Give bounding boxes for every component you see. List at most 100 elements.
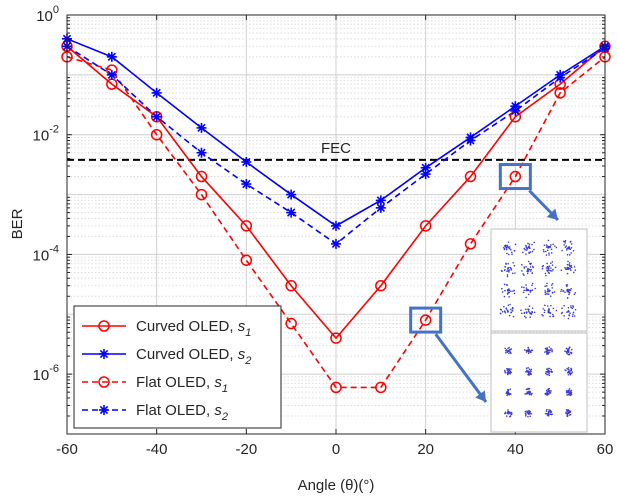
- constellation-dot: [527, 267, 529, 270]
- constellation-dot: [545, 254, 548, 256]
- constellation-dot: [510, 311, 513, 314]
- constellation-dot: [504, 269, 506, 271]
- constellation-dot: [546, 412, 549, 415]
- constellation-dot: [548, 370, 550, 373]
- constellation-dot: [571, 315, 574, 318]
- star-stroke: [287, 208, 296, 217]
- constellation-dot: [566, 284, 569, 286]
- constellation-dot: [527, 242, 529, 245]
- constellation-dot: [530, 368, 533, 371]
- constellation-dot: [503, 310, 506, 313]
- constellation-dot: [505, 349, 508, 351]
- constellation-dot: [568, 391, 570, 393]
- constellation-dot: [530, 313, 533, 315]
- star-stroke: [99, 405, 109, 415]
- star-stroke: [99, 349, 109, 359]
- constellation-dot: [546, 270, 549, 272]
- constellation-dot: [551, 350, 553, 353]
- star-stroke: [556, 73, 565, 82]
- constellation-dot: [545, 368, 548, 371]
- constellation-dot: [507, 368, 509, 370]
- constellation-dot: [550, 267, 552, 269]
- constellation-dot: [522, 273, 524, 275]
- circle-marker: [240, 220, 253, 232]
- constellation-dot: [544, 372, 547, 375]
- constellation-dot: [549, 413, 552, 416]
- constellation-dot: [568, 347, 570, 349]
- star-marker: [151, 87, 162, 98]
- star-marker: [555, 72, 566, 83]
- y-tick-label: 10-2: [33, 124, 59, 145]
- constellation-dot: [509, 388, 512, 390]
- constellation-dot: [569, 351, 572, 354]
- constellation-dot: [545, 393, 547, 396]
- constellation-dot: [548, 372, 550, 375]
- constellation-dot: [565, 284, 568, 286]
- constellation-dot: [551, 287, 553, 289]
- circle-marker: [195, 170, 208, 183]
- constellation-dot: [523, 286, 525, 289]
- constellation-dot: [547, 269, 550, 271]
- constellation-dot: [551, 270, 553, 272]
- constellation-dot: [573, 293, 576, 296]
- constellation-dot: [506, 275, 509, 278]
- constellation-dot: [567, 260, 569, 263]
- constellation-dot: [564, 350, 566, 352]
- constellation-dot: [521, 286, 523, 288]
- constellation-dot: [526, 288, 529, 291]
- y-axis-label: BER: [9, 208, 26, 239]
- constellation-dot: [508, 352, 510, 355]
- circle-marker: [419, 220, 432, 232]
- constellation-dot: [573, 271, 575, 274]
- constellation-dot: [560, 312, 563, 315]
- x-axis-label: Angle (θ)(°): [298, 477, 375, 494]
- y-tick-label: 10-6: [33, 363, 59, 384]
- constellation-dot: [506, 391, 508, 393]
- constellation-dot: [527, 412, 530, 415]
- constellation-dot: [523, 349, 526, 351]
- constellation-dot: [568, 388, 571, 390]
- star-stroke: [197, 123, 206, 133]
- x-tick-label: 20: [417, 441, 434, 458]
- constellation-dot: [542, 308, 545, 310]
- constellation-dot: [513, 264, 516, 267]
- constellation-dot: [543, 250, 545, 253]
- constellation-dot: [568, 293, 570, 296]
- constellation-dot: [527, 346, 529, 349]
- constellation-dot: [570, 367, 572, 370]
- constellation-dot: [507, 267, 509, 270]
- constellation-dot: [508, 346, 510, 349]
- constellation-dot: [568, 246, 570, 248]
- constellation-dot: [570, 393, 573, 396]
- constellation-dot: [509, 266, 511, 269]
- constellation-dot: [574, 269, 577, 271]
- constellation-dot: [565, 412, 567, 414]
- constellation-dot: [525, 351, 528, 353]
- star-marker: [196, 122, 207, 133]
- constellation-dot: [572, 249, 575, 252]
- constellation-dot: [567, 370, 570, 373]
- constellation-dot: [550, 244, 552, 246]
- constellation-dot: [570, 266, 573, 269]
- constellation-dot: [506, 309, 509, 312]
- constellation-dot: [546, 393, 549, 396]
- constellation-dot: [569, 248, 572, 250]
- constellation-dot: [508, 269, 511, 271]
- constellation-dot: [551, 313, 554, 316]
- constellation-dot: [548, 346, 551, 348]
- constellation-dot: [551, 349, 554, 351]
- constellation-dot: [511, 272, 514, 275]
- series-line-3: [67, 56, 605, 389]
- constellation-dot: [507, 350, 510, 352]
- constellation-dot: [528, 268, 531, 271]
- constellation-dot: [544, 290, 546, 292]
- constellation-dot: [511, 251, 513, 254]
- constellation-dot: [568, 264, 570, 266]
- constellation-dot: [529, 391, 531, 394]
- constellation-dot: [513, 292, 516, 295]
- constellation-dot: [533, 241, 535, 244]
- constellation-dot: [529, 270, 532, 272]
- star-marker: [106, 69, 117, 80]
- constellation-dot: [526, 369, 528, 372]
- constellation-dot: [531, 284, 533, 287]
